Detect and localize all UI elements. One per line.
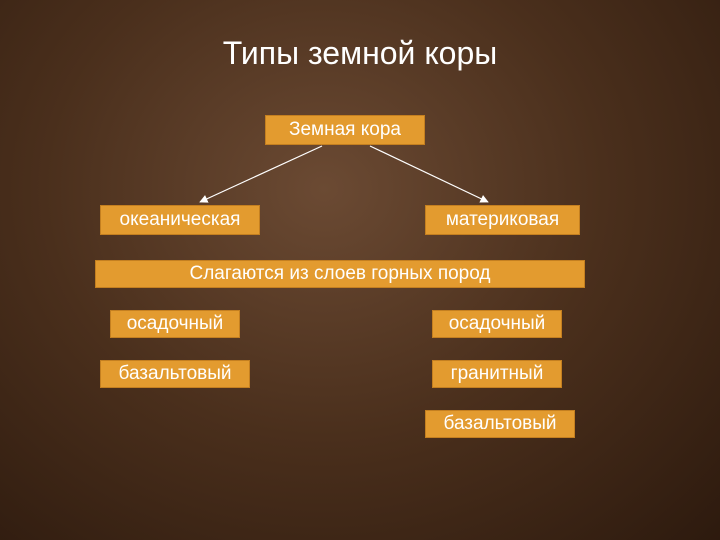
node-basalt-right: базальтовый [425,410,575,438]
node-sedimentary-left: осадочный [110,310,240,338]
node-oceanic: океаническая [100,205,260,235]
node-basalt-left: базальтовый [100,360,250,388]
slide-title: Типы земной коры [0,35,720,72]
node-sedimentary-right: осадочный [432,310,562,338]
node-root: Земная кора [265,115,425,145]
node-granite: гранитный [432,360,562,388]
node-continental: материковая [425,205,580,235]
node-layers: Слагаются из слоев горных пород [95,260,585,288]
